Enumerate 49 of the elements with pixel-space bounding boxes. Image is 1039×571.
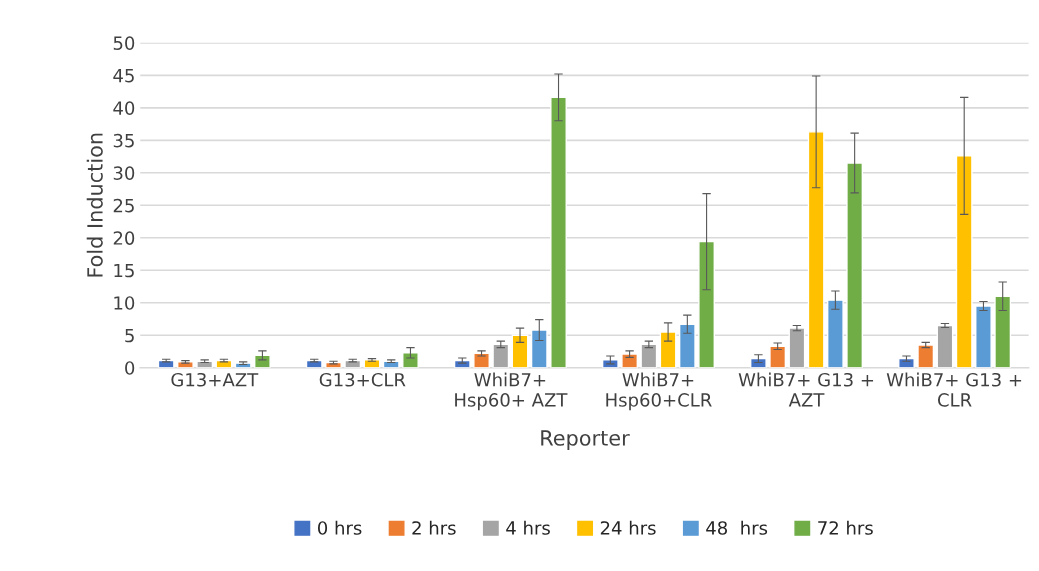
x-tick-label: WhiB7+ G13 + AZT bbox=[738, 372, 874, 407]
bar bbox=[402, 352, 419, 368]
y-tick-label: 40 bbox=[113, 101, 135, 115]
bar bbox=[936, 324, 954, 368]
bar bbox=[550, 96, 567, 368]
bar bbox=[659, 331, 677, 368]
y-tick-label: 30 bbox=[113, 166, 135, 180]
y-tick-label: 20 bbox=[113, 231, 135, 245]
bar bbox=[994, 295, 1012, 368]
bar bbox=[975, 305, 992, 368]
bar bbox=[955, 155, 973, 368]
legend-label: 72 hrs bbox=[818, 520, 873, 535]
y-tick-label: 50 bbox=[113, 36, 135, 50]
legend-label: 48 hrs bbox=[706, 520, 768, 535]
bar bbox=[254, 354, 271, 368]
bar bbox=[678, 323, 696, 368]
x-tick-label: WhiB7+ G13 + CLR bbox=[886, 372, 1022, 407]
bar bbox=[769, 345, 787, 368]
y-tick-label: 25 bbox=[113, 198, 134, 213]
x-axis-title: Reporter bbox=[541, 430, 630, 450]
y-tick-label: 5 bbox=[125, 328, 134, 343]
y-tick-label: 0 bbox=[125, 361, 135, 375]
y-tick-label: 35 bbox=[113, 133, 134, 148]
bar bbox=[492, 343, 510, 368]
bar bbox=[473, 352, 490, 368]
bar bbox=[530, 329, 548, 368]
bar bbox=[698, 240, 715, 368]
bar bbox=[846, 162, 864, 368]
bar bbox=[827, 299, 844, 368]
bar bbox=[898, 357, 915, 368]
y-axis-title: Fold Induction bbox=[86, 133, 103, 277]
x-tick-label: G13+CLR bbox=[319, 372, 406, 387]
x-tick-label: WhiB7+ Hsp60+CLR bbox=[606, 372, 712, 411]
x-tick-label: G13+AZT bbox=[171, 372, 259, 387]
legend-label: 2 hrs bbox=[412, 520, 456, 535]
bar bbox=[917, 344, 935, 368]
legend-label: 4 hrs bbox=[506, 520, 550, 535]
bar bbox=[788, 327, 806, 368]
legend-label: 24 hrs bbox=[600, 520, 656, 535]
bar bbox=[640, 343, 658, 368]
legend-label: 0 hrs bbox=[317, 520, 362, 535]
y-tick-label: 45 bbox=[113, 69, 134, 83]
bar bbox=[621, 353, 638, 368]
bar bbox=[511, 334, 529, 368]
x-tick-label: WhiB7+ Hsp60+ AZT bbox=[455, 372, 568, 411]
bar bbox=[750, 357, 767, 368]
bar bbox=[807, 131, 825, 368]
y-tick-label: 10 bbox=[114, 296, 135, 310]
y-tick-label: 15 bbox=[114, 263, 134, 278]
